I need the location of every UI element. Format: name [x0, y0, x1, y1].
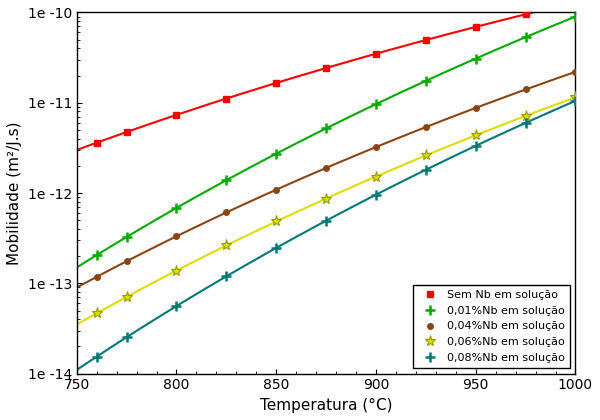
0,04%Nb em solução — [373, 144, 380, 150]
0,04%Nb em solução — [422, 125, 430, 130]
0,06%Nb em solução — [223, 243, 230, 248]
Sem Nb em solução — [223, 96, 230, 101]
0,04%Nb em solução — [93, 274, 100, 279]
0,01%Nb em solução — [472, 56, 479, 61]
Line: Sem Nb em solução: Sem Nb em solução — [93, 0, 579, 146]
X-axis label: Temperatura (°C): Temperatura (°C) — [260, 398, 392, 413]
Sem Nb em solução — [422, 37, 430, 42]
0,06%Nb em solução — [173, 268, 180, 273]
0,04%Nb em solução — [123, 259, 130, 264]
0,01%Nb em solução — [572, 14, 579, 19]
0,08%Nb em solução — [572, 98, 579, 103]
Line: 0,08%Nb em solução: 0,08%Nb em solução — [92, 96, 580, 362]
Sem Nb em solução — [472, 24, 479, 29]
Line: 0,06%Nb em solução: 0,06%Nb em solução — [91, 92, 581, 319]
0,06%Nb em solução — [93, 311, 100, 316]
0,01%Nb em solução — [373, 102, 380, 107]
0,08%Nb em solução — [223, 274, 230, 279]
Sem Nb em solução — [373, 51, 380, 56]
Sem Nb em solução — [123, 129, 130, 134]
Legend: Sem Nb em solução, 0,01%Nb em solução, 0,04%Nb em solução, 0,06%Nb em solução, 0: Sem Nb em solução, 0,01%Nb em solução, 0… — [413, 285, 570, 368]
Sem Nb em solução — [572, 0, 579, 5]
0,01%Nb em solução — [123, 234, 130, 239]
Sem Nb em solução — [522, 12, 529, 17]
0,04%Nb em solução — [223, 210, 230, 215]
0,01%Nb em solução — [422, 78, 430, 83]
0,06%Nb em solução — [472, 133, 479, 138]
0,08%Nb em solução — [272, 245, 280, 250]
0,08%Nb em solução — [472, 143, 479, 148]
Y-axis label: Mobilidade (m²/J.s): Mobilidade (m²/J.s) — [7, 121, 22, 265]
Line: 0,04%Nb em solução: 0,04%Nb em solução — [94, 69, 578, 280]
0,04%Nb em solução — [522, 87, 529, 92]
0,01%Nb em solução — [93, 252, 100, 257]
0,08%Nb em solução — [373, 192, 380, 197]
Sem Nb em solução — [272, 80, 280, 85]
0,06%Nb em solução — [272, 219, 280, 224]
0,06%Nb em solução — [323, 196, 330, 201]
0,01%Nb em solução — [323, 126, 330, 131]
0,01%Nb em solução — [173, 205, 180, 210]
0,08%Nb em solução — [93, 354, 100, 359]
0,06%Nb em solução — [123, 294, 130, 299]
0,06%Nb em solução — [373, 174, 380, 179]
0,06%Nb em solução — [522, 113, 529, 118]
0,06%Nb em solução — [572, 95, 579, 100]
Line: 0,01%Nb em solução: 0,01%Nb em solução — [92, 12, 580, 260]
0,04%Nb em solução — [323, 165, 330, 171]
Sem Nb em solução — [93, 140, 100, 145]
Sem Nb em solução — [173, 113, 180, 118]
0,08%Nb em solução — [123, 335, 130, 340]
Sem Nb em solução — [323, 66, 330, 71]
0,08%Nb em solução — [422, 167, 430, 172]
0,01%Nb em solução — [522, 34, 529, 39]
0,04%Nb em solução — [472, 105, 479, 110]
0,08%Nb em solução — [323, 218, 330, 223]
0,01%Nb em solução — [272, 151, 280, 156]
0,08%Nb em solução — [522, 121, 529, 126]
0,06%Nb em solução — [422, 153, 430, 158]
0,04%Nb em solução — [173, 234, 180, 239]
0,04%Nb em solução — [272, 187, 280, 192]
0,08%Nb em solução — [173, 304, 180, 309]
0,04%Nb em solução — [572, 69, 579, 74]
0,01%Nb em solução — [223, 178, 230, 183]
